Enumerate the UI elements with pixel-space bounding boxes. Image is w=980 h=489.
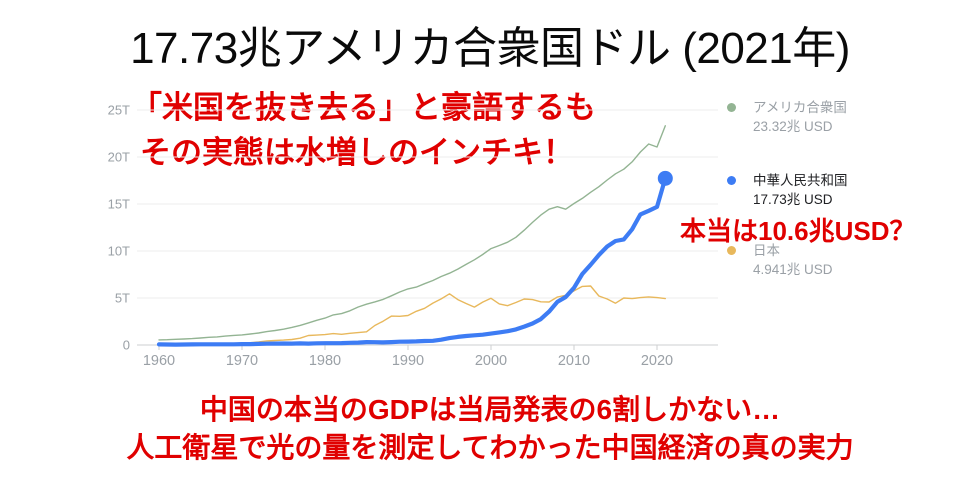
annotation-china-real-gdp: 本当は10.6兆USD？ — [680, 216, 916, 246]
annotation-bottom-line2: 人工衛星で光の量を測定してわかった中国経済の真の実力 — [126, 432, 854, 463]
legend-dot-china — [727, 176, 736, 185]
legend-item-china[interactable]: 中華人民共和国 17.73兆 USD — [727, 171, 848, 209]
legend: アメリカ合衆国 23.32兆 USD 中華人民共和国 17.73兆 USD 日本… — [720, 0, 976, 330]
svg-text:20T: 20T — [108, 150, 130, 165]
svg-text:0: 0 — [123, 338, 130, 353]
svg-text:10T: 10T — [108, 244, 130, 259]
legend-label-usa: アメリカ合衆国 — [753, 100, 847, 115]
svg-text:2000: 2000 — [475, 353, 507, 369]
legend-item-japan[interactable]: 日本 4.941兆 USD — [727, 241, 833, 279]
page-title: 17.73兆アメリカ合衆国ドル (2021年) — [130, 24, 850, 73]
legend-label-japan: 日本 — [753, 243, 780, 258]
svg-text:2020: 2020 — [641, 353, 673, 369]
svg-text:2010: 2010 — [558, 353, 590, 369]
annotation-top-line1: 「米国を抜き去る」と豪語するも — [131, 90, 596, 125]
legend-item-usa[interactable]: アメリカ合衆国 23.32兆 USD — [727, 98, 847, 136]
svg-text:1970: 1970 — [226, 353, 258, 369]
annotation-top-line2: その実態は水増しのインチキ！ — [140, 135, 574, 170]
legend-dot-usa — [727, 103, 736, 112]
svg-text:25T: 25T — [108, 103, 130, 118]
svg-text:1990: 1990 — [392, 353, 424, 369]
svg-text:1980: 1980 — [309, 353, 341, 369]
gdp-line-chart: 0 5T 10T 15T 20T 25T 1960 1970 1980 1990 2000 2010 2… — [108, 103, 718, 369]
legend-value-china: 17.73兆 USD — [753, 192, 833, 207]
legend-value-japan: 4.941兆 USD — [753, 262, 833, 277]
legend-label-china: 中華人民共和国 — [753, 173, 848, 188]
annotation-bottom-line1: 中国の本当のGDPは当局発表の6割しかない… — [199, 394, 781, 425]
legend-dot-japan — [727, 246, 736, 255]
legend-value-usa: 23.32兆 USD — [753, 119, 833, 134]
svg-text:15T: 15T — [108, 197, 130, 212]
svg-text:1960: 1960 — [143, 353, 175, 369]
svg-text:5T: 5T — [115, 291, 130, 306]
